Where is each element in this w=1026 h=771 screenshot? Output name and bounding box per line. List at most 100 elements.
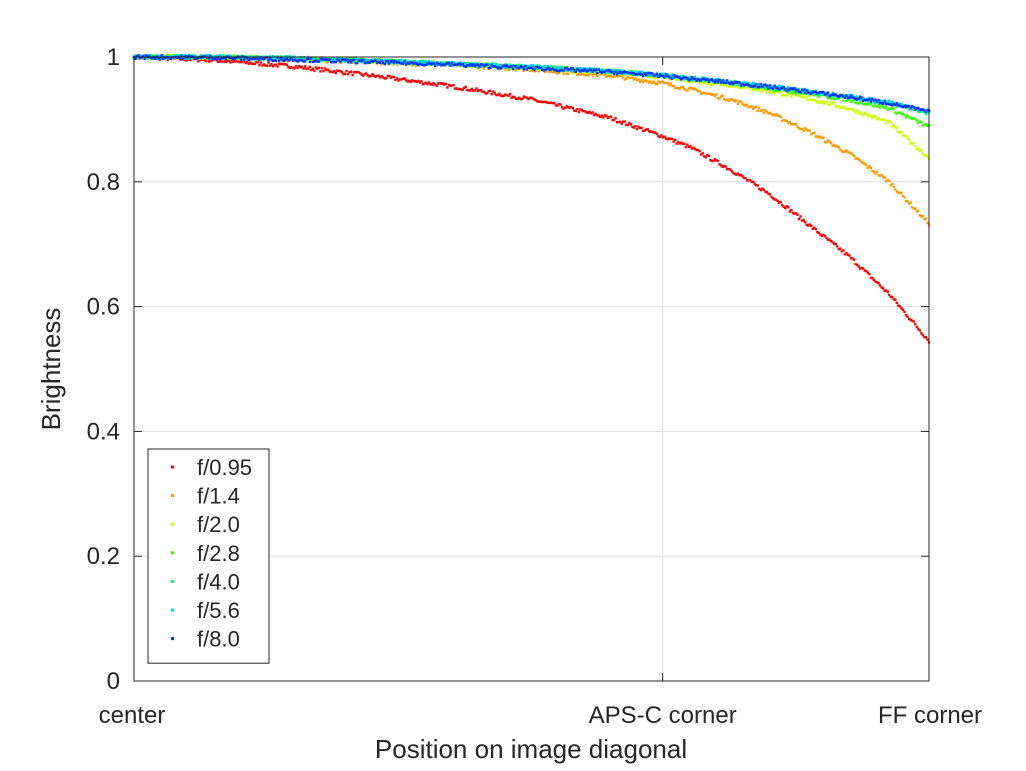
data-point (409, 61, 412, 64)
data-point (733, 79, 737, 83)
data-point (403, 59, 406, 63)
data-point (920, 108, 923, 111)
data-point (753, 84, 756, 87)
data-point (178, 57, 182, 60)
data-point (542, 100, 545, 104)
data-point (768, 90, 772, 94)
data-point (487, 63, 490, 66)
data-point (779, 115, 782, 118)
data-point (233, 59, 237, 62)
data-point (837, 95, 840, 98)
data-point (875, 105, 879, 108)
data-point (817, 91, 821, 94)
data-point (759, 109, 763, 113)
data-point (677, 76, 680, 79)
data-point (648, 71, 651, 75)
data-point (735, 83, 738, 87)
data-point (378, 59, 382, 63)
data-point (790, 208, 793, 212)
data-point (507, 94, 510, 97)
data-point (762, 86, 766, 89)
data-point (751, 83, 755, 87)
data-point (239, 58, 243, 62)
legend-box (147, 448, 270, 664)
data-point (921, 124, 925, 127)
data-point (615, 74, 619, 78)
data-point (533, 68, 536, 72)
data-point (787, 86, 790, 89)
data-point (739, 82, 743, 85)
data-point (585, 111, 588, 114)
data-point (816, 91, 819, 95)
data-point (200, 58, 203, 61)
data-point (244, 61, 247, 65)
data-point (709, 78, 712, 82)
data-point (366, 74, 370, 77)
data-point (637, 125, 640, 128)
data-point (747, 82, 750, 85)
data-point (761, 108, 764, 112)
data-point (352, 60, 356, 63)
data-point (741, 82, 744, 86)
data-point (330, 70, 333, 74)
data-point (836, 105, 839, 109)
data-point (837, 247, 840, 251)
data-point (897, 104, 900, 107)
data-point (550, 66, 553, 70)
data-point (304, 65, 307, 68)
data-point (274, 59, 278, 62)
data-point (828, 140, 831, 143)
data-point (253, 57, 256, 61)
data-point (464, 65, 467, 68)
data-point (655, 132, 659, 136)
data-point (797, 87, 801, 91)
data-point (672, 84, 675, 88)
data-point (791, 123, 795, 126)
data-point (912, 320, 915, 323)
data-point (738, 86, 741, 89)
data-point (282, 62, 286, 66)
data-point (857, 158, 860, 161)
data-point (842, 99, 845, 103)
data-point (802, 218, 805, 222)
data-point (625, 70, 628, 74)
data-point (807, 91, 810, 94)
data-point (252, 58, 255, 61)
data-point (456, 87, 460, 91)
data-point (435, 84, 438, 88)
data-point (534, 67, 538, 70)
data-point (851, 94, 854, 97)
data-point (469, 64, 472, 67)
data-point (900, 105, 903, 108)
data-point (800, 95, 804, 99)
data-point (892, 185, 896, 189)
data-point (466, 88, 469, 92)
data-point (308, 60, 312, 64)
data-point (898, 104, 902, 108)
data-point (592, 67, 596, 70)
data-point (741, 174, 744, 178)
data-point (793, 87, 796, 90)
data-point (539, 69, 542, 72)
data-point (536, 100, 539, 103)
data-point (553, 65, 556, 68)
data-point (903, 134, 906, 137)
data-point (290, 65, 293, 69)
data-point (707, 80, 711, 83)
data-point (871, 116, 874, 120)
data-point (542, 65, 545, 68)
data-point (755, 86, 758, 89)
data-point (482, 90, 486, 94)
data-point (380, 74, 383, 78)
data-point (631, 73, 634, 77)
data-point (716, 159, 720, 163)
data-point (261, 64, 264, 67)
data-point (195, 57, 198, 60)
data-point (560, 105, 564, 109)
data-point (268, 55, 272, 58)
data-point (386, 61, 389, 64)
data-point (703, 79, 706, 83)
data-point (623, 72, 626, 75)
data-point (725, 85, 729, 88)
data-point (881, 118, 885, 121)
